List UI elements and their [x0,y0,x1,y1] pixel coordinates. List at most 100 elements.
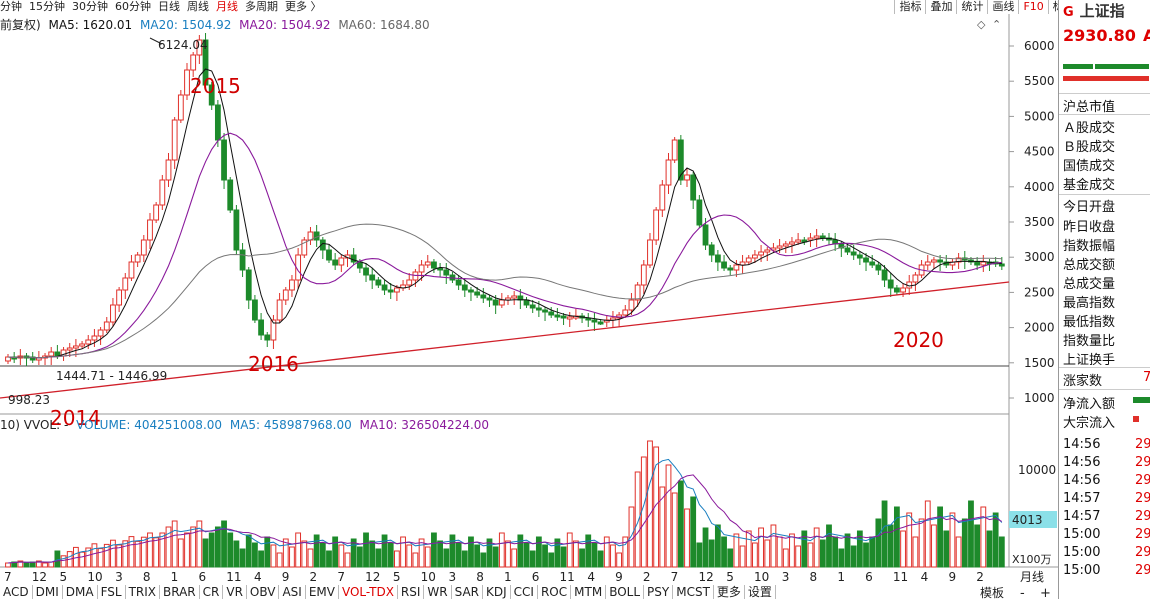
indicator-tab-1[interactable]: DMI [33,585,63,599]
volume-bar [153,537,160,568]
candle-body [554,314,561,318]
volume-bar [505,540,511,568]
volume-bar [943,530,950,568]
volume-bar [449,534,456,568]
stat-label-9: 总成交量 [1063,277,1116,292]
indicator-tab-10[interactable]: EMV [306,585,339,599]
candle-body [66,347,73,351]
candle-body [714,254,721,263]
candle-body [134,254,141,263]
period-tab-8[interactable]: 更多 〉 [285,0,322,13]
volume-bar [677,480,684,568]
volume-bar [418,538,425,568]
period-tab-7[interactable]: 多周期 [245,0,278,13]
candle-body [924,261,931,266]
x-axis-label: 11 [560,570,575,584]
x-axis-label: 4 [921,570,929,584]
period-tab-3[interactable]: 60分钟 [115,0,151,13]
volume-bar [412,552,419,568]
candle-body [931,259,937,263]
period-tab-6[interactable]: 月线 [216,0,238,13]
period-tab-2[interactable]: 30分钟 [72,0,108,13]
volume-bar [103,543,110,568]
indicator-tab-19[interactable]: BOLL [606,585,645,599]
indicator-tab-14[interactable]: SAR [452,585,484,599]
sell-bar-red [1063,76,1149,81]
x-axis-label: 12 [698,570,713,584]
volume-bar [961,518,968,568]
candle-body [332,259,339,266]
candle-body [363,267,369,276]
candle-body [196,39,203,56]
volume-bar [468,536,474,568]
volume-bar [190,526,197,568]
trade-price: 29 [1135,455,1150,470]
indicator-tab-16[interactable]: CCI [511,585,538,599]
volume-bar [998,536,1005,568]
tool-button-3[interactable]: 画线 [987,0,1018,14]
trade-time: 14:56 [1063,437,1101,452]
indicator-tab-5[interactable]: BRAR [160,585,200,599]
indicator-tab-7[interactable]: VR [223,585,247,599]
period-tab-1[interactable]: 15分钟 [29,0,65,13]
candle-body [838,243,845,249]
x-axis-label: 6 [198,570,206,584]
indicator-tab-18[interactable]: MTM [571,585,607,599]
indicator-tab-9[interactable]: ASI [279,585,306,599]
volume-bar [97,548,104,568]
indicator-tab-2[interactable]: DMA [63,585,98,599]
x-axis-label: 4 [587,570,595,584]
volume-bar [400,536,406,568]
indicator-tab-20[interactable]: PSY [644,585,674,599]
stat-label-6: 昨日收盘 [1063,220,1116,235]
volume-bar [393,550,400,568]
period-tab-0[interactable]: 分钟 [0,0,22,13]
period-tab-4[interactable]: 日线 [158,0,180,13]
candle-body [208,84,215,106]
indicator-tab-11[interactable]: VOL-TDX [339,585,398,599]
volume-bar [486,538,493,568]
period-tab-5[interactable]: 周线 [187,0,209,13]
candle-body [184,69,190,96]
candle-body [690,174,697,201]
tool-button-0[interactable]: 指标 [894,0,925,14]
volume-bar [937,506,943,568]
candle-body [974,261,981,266]
volume-bar [252,542,258,568]
x-axis-label: 11 [226,570,241,584]
x-axis-label: 1 [837,570,845,584]
indicator-tab-3[interactable]: FSL [98,585,126,599]
indicator-tab-13[interactable]: WR [424,585,452,599]
indicator-tab-21[interactable]: MCST [673,585,714,599]
volume-bar [5,562,11,568]
indicator-tab-23[interactable]: 设置 [745,585,776,599]
stat-label-10: 最高指数 [1063,296,1116,311]
volume-bar [42,562,48,568]
candle-body [548,311,555,316]
volume-bar [214,526,221,568]
indicator-tab-17[interactable]: ROC [538,585,572,599]
tool-button-2[interactable]: 统计 [956,0,987,14]
kline-chart[interactable]: 6000 5500 5000 4500 4000 3500 3000 2500 2000 1500… [0,0,1058,599]
tool-button-1[interactable]: 叠加 [925,0,956,14]
trade-price: 29 [1135,491,1150,506]
trade-price: 29 [1135,563,1150,578]
indicator-tab-6[interactable]: CR [200,585,224,599]
indicator-tab-4[interactable]: TRIX [126,585,161,599]
candle-body [653,209,660,241]
volume-tick-label: 10000 [1018,463,1056,477]
indicator-tab-8[interactable]: OBV [247,585,280,599]
candle-body [566,316,573,320]
tool-button-4[interactable]: F10 [1018,0,1047,14]
peak-pointer [149,37,163,45]
indicator-tab-22[interactable]: 更多 [714,585,745,599]
indicator-tab-15[interactable]: KDJ [483,585,511,599]
volume-bar [196,520,203,568]
index-title: G 上证指 [1063,0,1125,21]
volume-bar [721,536,727,568]
vol-ma10-line [7,474,1003,564]
indicator-tab-0[interactable]: ACD [0,585,33,599]
indicator-tab-12[interactable]: RSI [398,585,425,599]
trade-time: 15:00 [1063,563,1101,578]
volume-bar [875,518,882,568]
